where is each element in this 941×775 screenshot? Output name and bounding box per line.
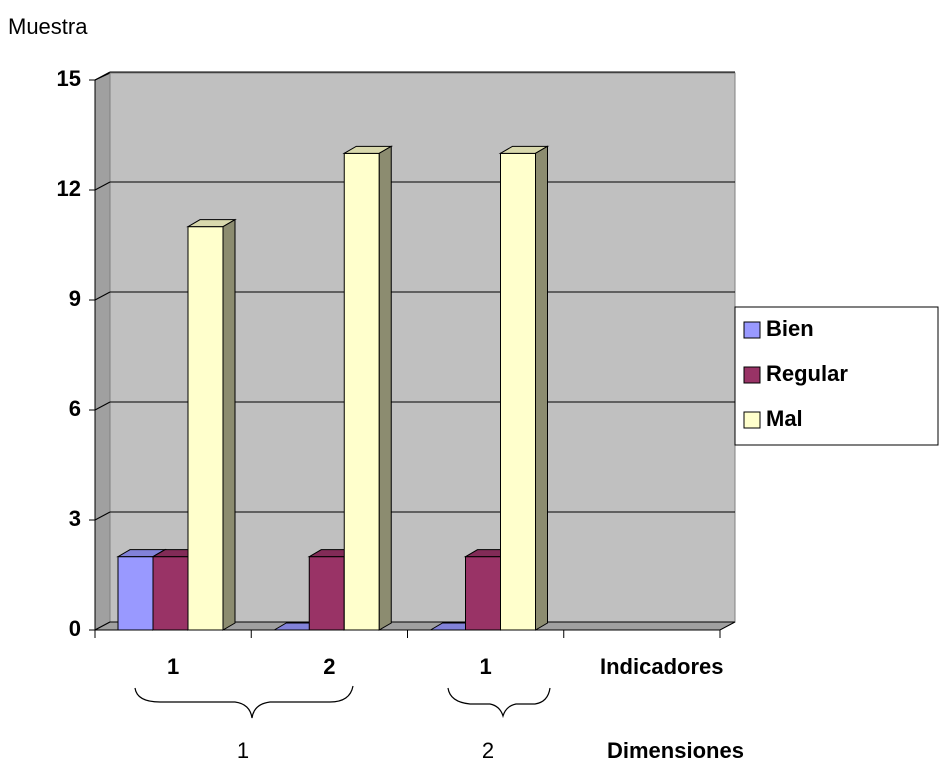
bar-front — [308, 556, 345, 631]
dimension-label: 1 — [237, 738, 249, 763]
side-wall — [94, 72, 111, 631]
grid-line — [94, 401, 111, 411]
bar-side — [378, 145, 392, 631]
bar-front — [500, 152, 536, 631]
legend-label: Regular — [766, 361, 848, 386]
x-tick-label: 1 — [480, 654, 492, 679]
legend-swatch — [743, 366, 761, 384]
bars — [116, 145, 550, 631]
bar-front — [465, 556, 501, 631]
legend-label: Bien — [766, 316, 814, 341]
dimension-label: 2 — [482, 738, 494, 763]
x-tick-label: 2 — [323, 654, 335, 679]
brace — [447, 687, 551, 719]
y-tick-label: 9 — [69, 286, 81, 311]
bar-front — [152, 556, 189, 631]
legend-entries: Bien Regular Mal — [743, 316, 848, 431]
brace — [134, 685, 354, 719]
y-tick-label: 3 — [69, 506, 81, 531]
dimension-title: Dimensiones — [607, 738, 744, 763]
legend-label: Mal — [766, 406, 803, 431]
grid-line — [94, 291, 111, 301]
y-tick-label: 0 — [69, 616, 81, 641]
bar-front — [117, 556, 154, 631]
grid-line — [94, 71, 111, 81]
bar-side — [222, 218, 236, 631]
x-tick-label: 1 — [167, 654, 179, 679]
legend-swatch — [743, 411, 761, 429]
bar-front — [343, 152, 380, 631]
grid-line — [94, 181, 111, 191]
bar-side — [535, 145, 548, 631]
y-tick-label: 15 — [57, 66, 81, 91]
y-tick-label: 12 — [57, 176, 81, 201]
legend — [734, 306, 939, 446]
bar-front — [187, 226, 224, 631]
grid-line — [94, 511, 111, 521]
legend-swatch — [743, 321, 761, 339]
x-axis-label: Indicadores — [600, 654, 723, 679]
y-axis-label: Muestra — [8, 14, 88, 39]
y-tick-label: 6 — [69, 396, 81, 421]
